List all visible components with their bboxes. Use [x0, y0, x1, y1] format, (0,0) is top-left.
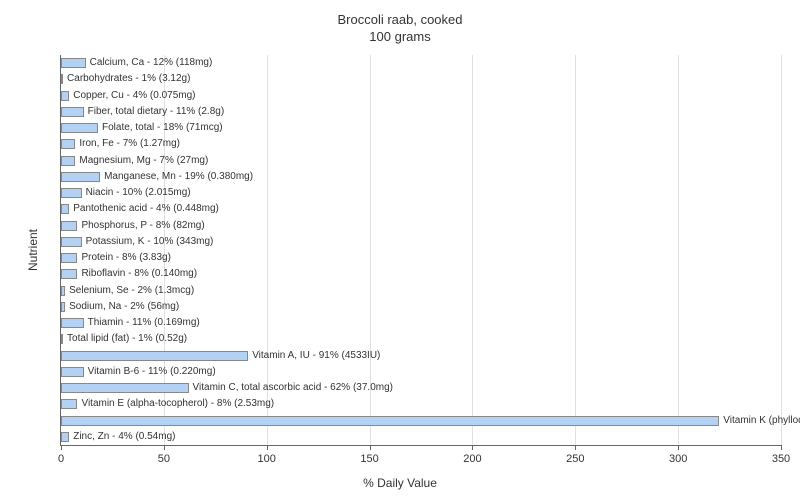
nutrient-bar	[61, 367, 84, 377]
bar-label: Total lipid (fat) - 1% (0.52g)	[63, 332, 187, 346]
bar-label: Calcium, Ca - 12% (118mg)	[86, 56, 213, 70]
bar-label: Vitamin C, total ascorbic acid - 62% (37…	[189, 381, 393, 395]
plot-area: 050100150200250300350Calcium, Ca - 12% (…	[60, 55, 781, 446]
bar-row: Potassium, K - 10% (343mg)	[61, 235, 781, 249]
nutrient-bar	[61, 123, 98, 133]
nutrient-bar	[61, 399, 77, 409]
nutrient-bar	[61, 351, 248, 361]
bar-row: Calcium, Ca - 12% (118mg)	[61, 56, 781, 70]
bar-row: Carbohydrates - 1% (3.12g)	[61, 72, 781, 86]
nutrient-bar	[61, 416, 719, 426]
bar-label: Manganese, Mn - 19% (0.380mg)	[100, 170, 253, 184]
bar-label: Iron, Fe - 7% (1.27mg)	[75, 137, 180, 151]
x-axis-label: % Daily Value	[363, 476, 437, 490]
nutrient-bar	[61, 318, 84, 328]
bar-label: Niacin - 10% (2.015mg)	[82, 186, 191, 200]
nutrient-bar	[61, 91, 69, 101]
bar-row: Thiamin - 11% (0.169mg)	[61, 316, 781, 330]
bar-row: Vitamin C, total ascorbic acid - 62% (37…	[61, 381, 781, 395]
bar-label: Sodium, Na - 2% (56mg)	[65, 300, 179, 314]
nutrient-bar	[61, 204, 69, 214]
x-tick-label: 100	[258, 453, 276, 465]
nutrient-bar	[61, 221, 77, 231]
nutrient-bar	[61, 383, 189, 393]
bar-label: Pantothenic acid - 4% (0.448mg)	[69, 202, 219, 216]
bar-label: Folate, total - 18% (71mcg)	[98, 121, 223, 135]
bar-label: Protein - 8% (3.83g)	[77, 251, 171, 265]
bar-row: Niacin - 10% (2.015mg)	[61, 186, 781, 200]
gridline	[781, 55, 782, 445]
nutrient-bar	[61, 172, 100, 182]
bar-row: Folate, total - 18% (71mcg)	[61, 121, 781, 135]
bar-label: Vitamin A, IU - 91% (4533IU)	[248, 349, 380, 363]
nutrient-bar	[61, 188, 82, 198]
x-tick	[472, 445, 473, 450]
bar-row: Magnesium, Mg - 7% (27mg)	[61, 154, 781, 168]
x-tick-label: 250	[566, 453, 584, 465]
nutrient-bar	[61, 58, 86, 68]
bar-row: Vitamin K (phylloquinone) - 320% (256.0m…	[61, 414, 781, 428]
bar-row: Manganese, Mn - 19% (0.380mg)	[61, 170, 781, 184]
bar-label: Vitamin K (phylloquinone) - 320% (256.0m…	[719, 414, 800, 428]
x-tick	[370, 445, 371, 450]
bar-label: Thiamin - 11% (0.169mg)	[84, 316, 200, 330]
bar-label: Fiber, total dietary - 11% (2.8g)	[84, 105, 225, 119]
nutrient-bar	[61, 432, 69, 442]
bar-label: Carbohydrates - 1% (3.12g)	[63, 72, 190, 86]
bar-row: Iron, Fe - 7% (1.27mg)	[61, 137, 781, 151]
x-tick	[61, 445, 62, 450]
x-tick-label: 350	[772, 453, 790, 465]
bar-row: Vitamin B-6 - 11% (0.220mg)	[61, 365, 781, 379]
bar-row: Copper, Cu - 4% (0.075mg)	[61, 89, 781, 103]
bar-label: Potassium, K - 10% (343mg)	[82, 235, 214, 249]
bar-label: Phosphorus, P - 8% (82mg)	[77, 219, 204, 233]
bar-label: Magnesium, Mg - 7% (27mg)	[75, 154, 208, 168]
chart-title: Broccoli raab, cooked 100 grams	[0, 0, 800, 46]
bar-label: Copper, Cu - 4% (0.075mg)	[69, 89, 195, 103]
x-tick	[267, 445, 268, 450]
bar-label: Riboflavin - 8% (0.140mg)	[77, 267, 197, 281]
x-tick-label: 50	[158, 453, 170, 465]
y-axis-label: Nutrient	[26, 229, 40, 271]
nutrient-bar	[61, 156, 75, 166]
x-tick-label: 200	[463, 453, 481, 465]
title-line-1: Broccoli raab, cooked	[0, 12, 800, 29]
nutrient-bar	[61, 107, 84, 117]
nutrient-bar	[61, 237, 82, 247]
bar-label: Selenium, Se - 2% (1.3mcg)	[65, 284, 194, 298]
x-tick-label: 0	[58, 453, 64, 465]
bar-row: Vitamin E (alpha-tocopherol) - 8% (2.53m…	[61, 397, 781, 411]
nutrient-bar	[61, 253, 77, 263]
bar-label: Vitamin E (alpha-tocopherol) - 8% (2.53m…	[77, 397, 274, 411]
x-tick	[678, 445, 679, 450]
bar-row: Fiber, total dietary - 11% (2.8g)	[61, 105, 781, 119]
x-tick	[781, 445, 782, 450]
bar-row: Zinc, Zn - 4% (0.54mg)	[61, 430, 781, 444]
bar-label: Vitamin B-6 - 11% (0.220mg)	[84, 365, 216, 379]
bar-row: Phosphorus, P - 8% (82mg)	[61, 219, 781, 233]
bar-row: Vitamin A, IU - 91% (4533IU)	[61, 349, 781, 363]
x-tick-label: 300	[669, 453, 687, 465]
x-tick	[575, 445, 576, 450]
bar-row: Total lipid (fat) - 1% (0.52g)	[61, 332, 781, 346]
bar-row: Riboflavin - 8% (0.140mg)	[61, 267, 781, 281]
x-tick-label: 150	[360, 453, 378, 465]
nutrient-bar	[61, 139, 75, 149]
nutrient-bar	[61, 269, 77, 279]
x-tick	[164, 445, 165, 450]
bar-row: Selenium, Se - 2% (1.3mcg)	[61, 284, 781, 298]
bar-row: Pantothenic acid - 4% (0.448mg)	[61, 202, 781, 216]
bar-label: Zinc, Zn - 4% (0.54mg)	[69, 430, 175, 444]
bar-row: Protein - 8% (3.83g)	[61, 251, 781, 265]
bar-row: Sodium, Na - 2% (56mg)	[61, 300, 781, 314]
nutrient-chart: Broccoli raab, cooked 100 grams Nutrient…	[0, 0, 800, 500]
title-line-2: 100 grams	[0, 29, 800, 46]
